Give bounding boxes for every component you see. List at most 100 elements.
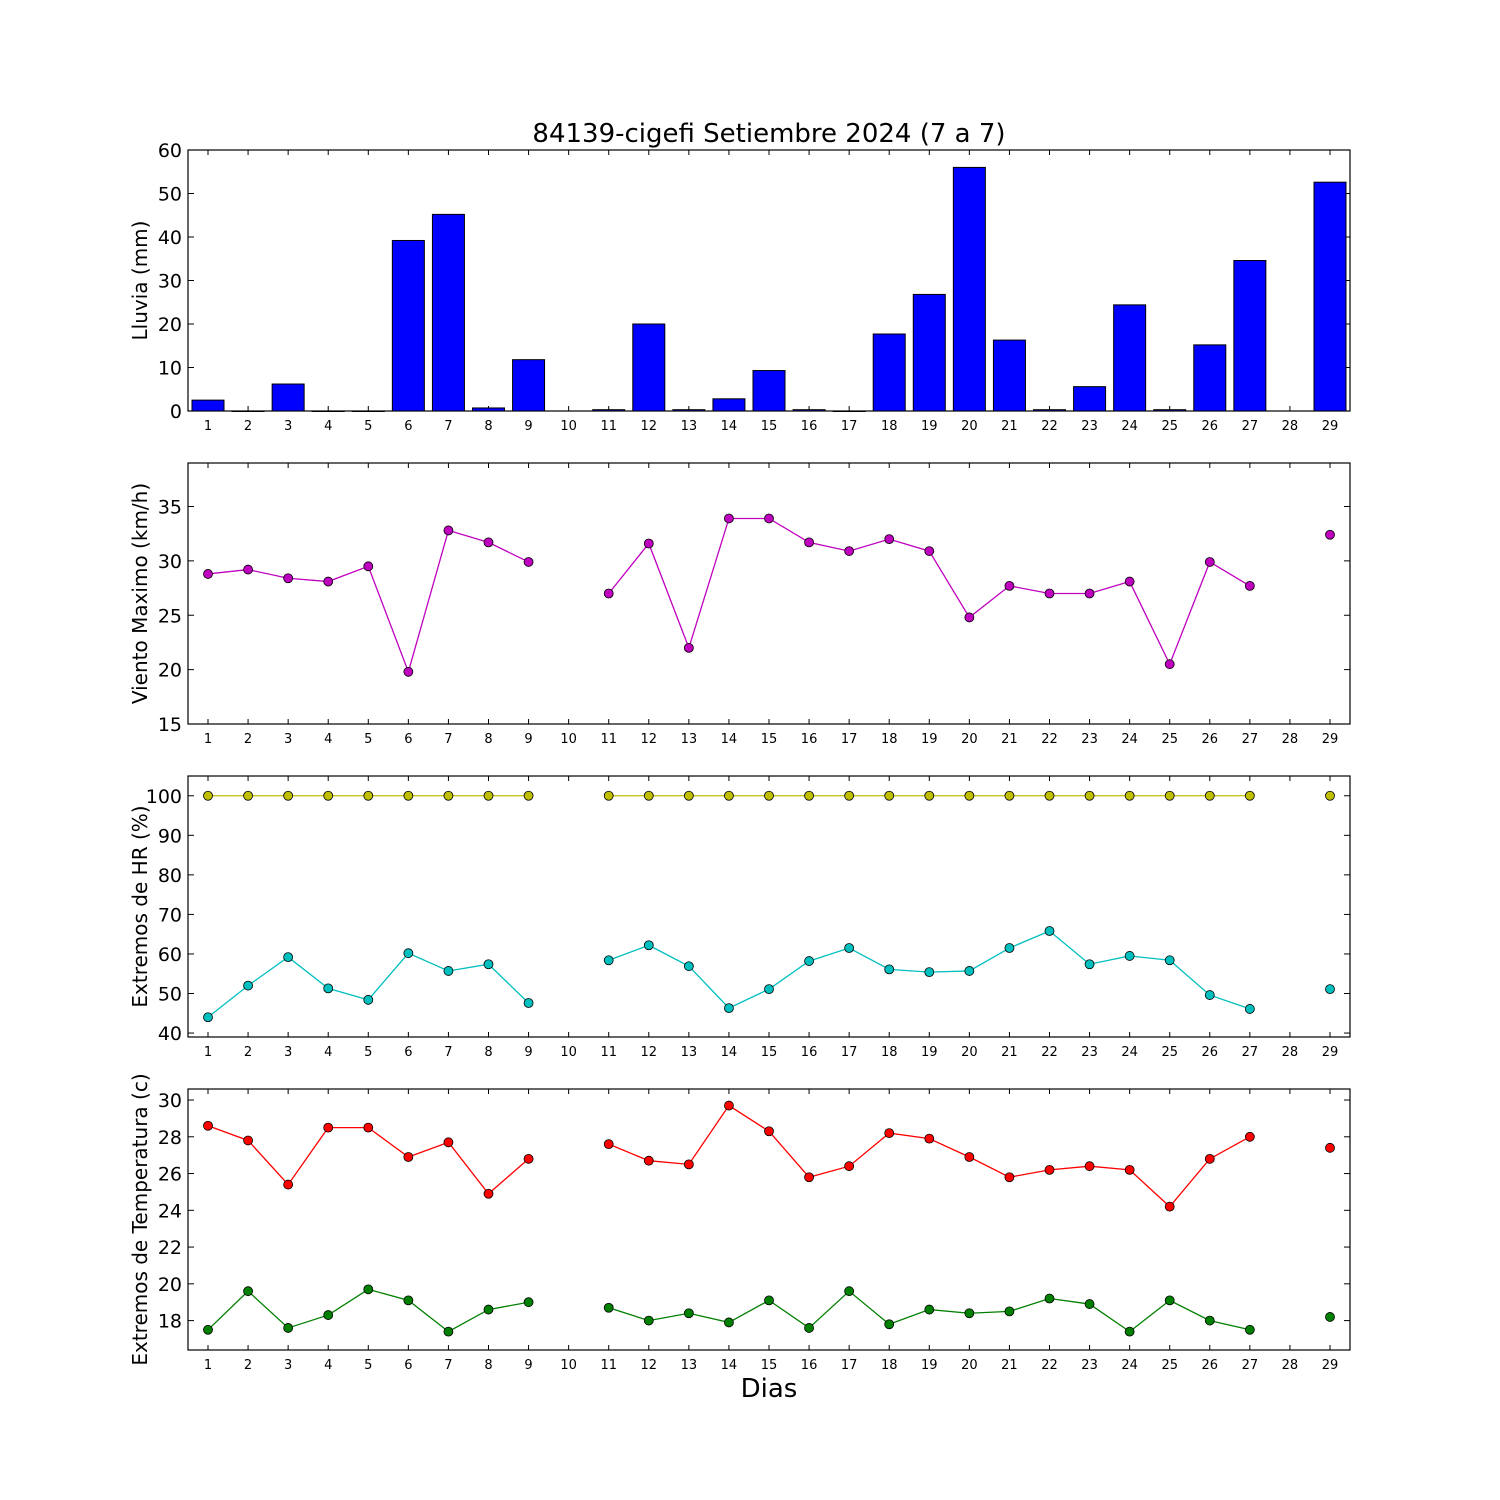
x-tick-label: 18 xyxy=(881,419,898,434)
data-point xyxy=(443,1326,454,1337)
y-tick-label: 24 xyxy=(158,1200,182,1222)
x-tick-label: 24 xyxy=(1121,1045,1138,1060)
x-tick-label: 24 xyxy=(1121,419,1138,434)
rain-bar xyxy=(712,398,746,412)
data-point xyxy=(924,1304,935,1315)
data-point xyxy=(964,1152,975,1162)
x-tick-label: 3 xyxy=(284,1045,292,1060)
x-tick-label: 26 xyxy=(1202,419,1219,434)
x-tick-label: 2 xyxy=(244,1045,252,1060)
rain-bar xyxy=(431,213,465,412)
y-axis-label: Viento Maximo (km/h) xyxy=(128,483,152,704)
x-tick-label: 26 xyxy=(1202,1358,1219,1373)
x-tick-label: 21 xyxy=(1001,1358,1018,1373)
x-tick-label: 27 xyxy=(1242,419,1259,434)
x-tick-label: 29 xyxy=(1322,1045,1339,1060)
x-tick-label: 10 xyxy=(560,1358,577,1373)
data-point xyxy=(1124,1164,1135,1175)
series-line xyxy=(608,1104,1251,1208)
x-tick-label: 11 xyxy=(600,1045,617,1060)
x-tick-label: 13 xyxy=(681,732,698,747)
data-point xyxy=(1204,1153,1215,1164)
data-point xyxy=(243,790,253,801)
x-tick-label: 4 xyxy=(324,1358,332,1373)
data-point xyxy=(1044,926,1055,936)
data-point xyxy=(764,984,774,995)
x-tick-label: 16 xyxy=(801,732,818,747)
rain-bar xyxy=(912,293,946,412)
data-point xyxy=(363,561,374,572)
x-tick-label: 7 xyxy=(444,419,452,434)
y-tick-label: 22 xyxy=(158,1237,182,1259)
rain-bar xyxy=(231,410,265,412)
data-point xyxy=(1204,557,1215,567)
x-tick-label: 13 xyxy=(681,1358,698,1373)
x-tick-label: 2 xyxy=(244,419,252,434)
x-tick-label: 16 xyxy=(801,419,818,434)
x-tick-label: 18 xyxy=(881,1358,898,1373)
x-tick-label: 1 xyxy=(204,1358,212,1373)
series-line xyxy=(207,1288,529,1333)
x-tick-label: 22 xyxy=(1041,419,1058,434)
y-tick-label: 35 xyxy=(158,497,182,519)
rain-bar xyxy=(191,399,225,412)
data-point xyxy=(1244,790,1255,801)
x-tick-label: 22 xyxy=(1041,1358,1058,1373)
y-tick-label: 60 xyxy=(158,944,182,966)
data-point xyxy=(443,966,454,976)
data-point xyxy=(884,534,895,545)
x-tick-label: 23 xyxy=(1081,1045,1098,1060)
rain-bar xyxy=(672,409,706,412)
data-point xyxy=(724,1003,734,1014)
data-point xyxy=(884,790,895,801)
x-tick-label: 28 xyxy=(1282,1358,1299,1373)
data-point xyxy=(523,998,534,1008)
x-tick-label: 4 xyxy=(324,1045,332,1060)
data-point xyxy=(964,790,975,801)
x-tick-label: 11 xyxy=(600,419,617,434)
data-point xyxy=(243,564,253,575)
x-tick-label: 2 xyxy=(244,1358,252,1373)
x-tick-label: 25 xyxy=(1161,419,1178,434)
x-tick-label: 12 xyxy=(641,732,658,747)
data-point xyxy=(1124,1326,1135,1337)
x-tick-label: 21 xyxy=(1001,732,1018,747)
data-point xyxy=(203,1120,213,1131)
rain-bar xyxy=(472,407,505,412)
data-point xyxy=(1004,1172,1015,1183)
x-tick-label: 3 xyxy=(284,732,292,747)
data-point xyxy=(483,1188,494,1199)
data-point xyxy=(683,790,694,801)
x-tick-label: 10 xyxy=(560,419,577,434)
data-point xyxy=(924,967,935,978)
data-point xyxy=(403,790,414,801)
data-point xyxy=(603,1139,614,1150)
x-tick-label: 23 xyxy=(1081,1358,1098,1373)
x-tick-label: 12 xyxy=(641,1045,658,1060)
data-point xyxy=(1124,576,1135,587)
rain-bar xyxy=(311,410,345,412)
data-point xyxy=(483,537,494,548)
x-tick-label: 8 xyxy=(484,419,492,434)
x-tick-label: 15 xyxy=(761,1045,778,1060)
data-point xyxy=(1325,1312,1335,1322)
data-point xyxy=(283,1179,294,1190)
data-point xyxy=(443,525,454,536)
data-point xyxy=(323,576,334,587)
data-point xyxy=(724,790,734,801)
x-tick-label: 6 xyxy=(404,419,412,434)
y-tick-label: 20 xyxy=(158,1274,182,1296)
x-tick-label: 13 xyxy=(681,1045,698,1060)
data-point xyxy=(1084,790,1095,801)
x-tick-label: 24 xyxy=(1121,732,1138,747)
x-tick-label: 6 xyxy=(404,732,412,747)
data-point xyxy=(764,790,774,801)
x-tick-label: 17 xyxy=(841,732,858,747)
data-point xyxy=(1164,1295,1175,1306)
data-point xyxy=(1084,1161,1095,1172)
rain-bar xyxy=(351,410,385,412)
y-tick-label: 100 xyxy=(146,786,182,808)
